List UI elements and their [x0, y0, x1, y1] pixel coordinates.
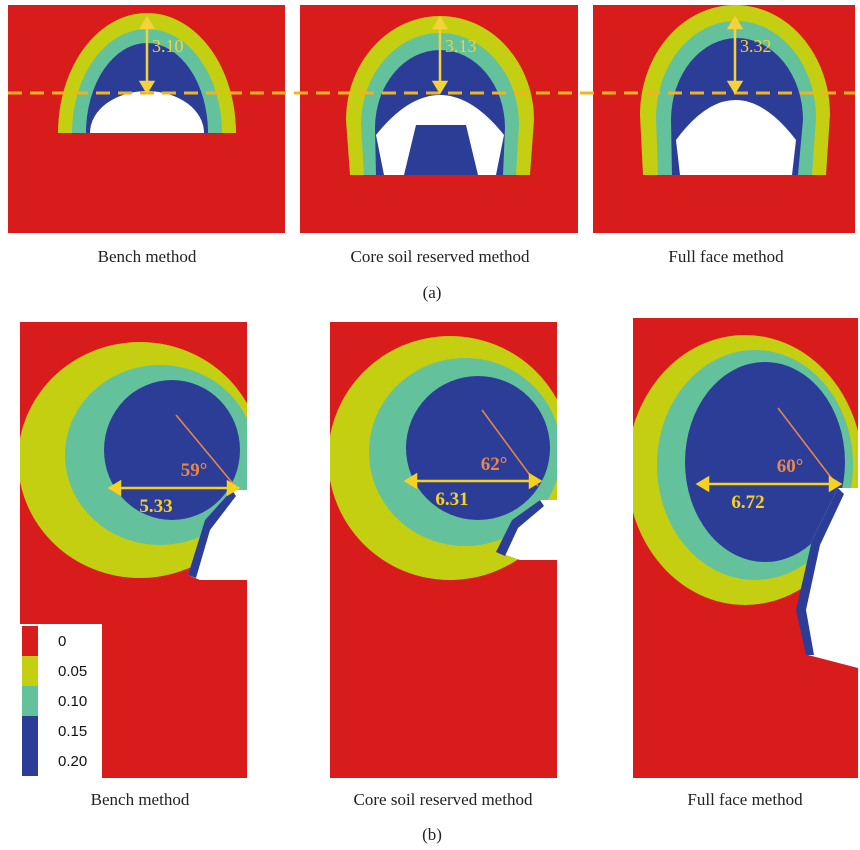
measurement: 3.32	[740, 36, 772, 56]
simulation-image	[593, 5, 855, 233]
legend-swatch	[22, 716, 38, 746]
measurement: 5.33	[139, 496, 172, 517]
caption: Full face method	[668, 247, 784, 266]
caption: Bench method	[91, 790, 190, 809]
legend-label: 0.10	[58, 693, 87, 710]
caption: Core soil reserved method	[354, 790, 533, 809]
legend-swatch	[22, 626, 38, 656]
legend-label: 0.05	[58, 663, 87, 680]
caption: Core soil reserved method	[351, 247, 530, 266]
angle-label: 62°	[481, 454, 508, 475]
legend-swatch	[22, 656, 38, 686]
legend-label: 0.15	[58, 723, 87, 740]
measurement: 3.13	[445, 36, 477, 56]
legend-swatch	[22, 746, 38, 776]
caption: Bench method	[98, 247, 197, 266]
simulation-image	[328, 322, 572, 778]
measurement: 3.10	[152, 36, 184, 56]
measurement: 6.72	[731, 492, 764, 513]
panel-label: (b)	[422, 825, 442, 844]
simulation-image	[627, 318, 860, 778]
angle-label: 59°	[181, 460, 208, 481]
legend: 0 0.05 0.10 0.15 0.20	[20, 624, 102, 778]
legend-label: 0.20	[58, 753, 87, 770]
angle-label: 60°	[777, 456, 804, 477]
legend-label: 0	[58, 633, 66, 650]
measurement: 6.31	[435, 489, 468, 510]
panel-label: (a)	[423, 283, 442, 302]
figure: 3.10 3.13 3.32 Bench method Core soil re…	[0, 0, 860, 850]
caption: Full face method	[687, 790, 803, 809]
legend-swatch	[22, 686, 38, 716]
